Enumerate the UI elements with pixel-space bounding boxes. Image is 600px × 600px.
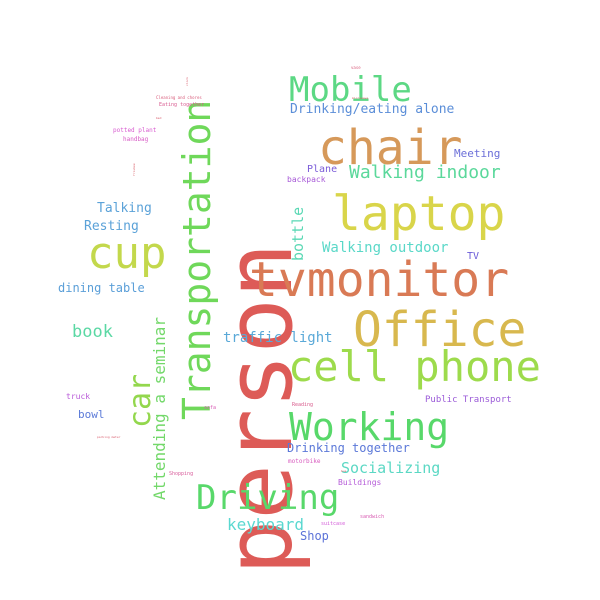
word-backpack: backpack [287, 175, 326, 184]
word-handbag: handbag [123, 136, 149, 143]
word-chair: chair [318, 120, 463, 176]
word-sandwich: sandwich [360, 514, 385, 520]
word-bus: bus [341, 469, 347, 473]
word-traffic-light: traffic light [223, 330, 333, 346]
word-walking-indoor: Walking indoor [349, 162, 501, 183]
word-shop: Shop [300, 529, 329, 543]
word-tv: TV [467, 251, 480, 262]
word-meeting: Meeting [454, 147, 501, 160]
word-clock: clock [185, 76, 189, 86]
word-driving: Driving [196, 478, 340, 518]
word-attending-a-seminar: Attending a seminar [150, 316, 169, 500]
word-eating-together: Eating together [159, 102, 205, 108]
word-laptop: laptop [332, 186, 506, 242]
word-buildings: Buildings [338, 478, 382, 487]
word-shopping: Shopping [169, 471, 194, 477]
word-microwave: microwave [352, 96, 369, 100]
word-bowl: bowl [78, 408, 105, 421]
word-working: Working [289, 405, 450, 449]
word-potted-plant: potted plant [113, 127, 157, 134]
word-dining-table: dining table [58, 281, 145, 295]
word-bottle: bottle [289, 206, 307, 261]
word-cleaning-and-chores: Cleaning and chores [156, 95, 202, 100]
word-talking: Talking [97, 201, 152, 216]
word-parking-meter: parking meter [97, 435, 121, 439]
word-cup: cup [87, 228, 167, 279]
word-frisbee: frisbee [132, 163, 136, 176]
word-vase: vase [351, 65, 361, 70]
word-sofa: sofa [204, 405, 217, 411]
word-keyboard: keyboard [227, 515, 305, 534]
word-truck: truck [66, 392, 91, 401]
word-tvmonitor: tvmonitor [249, 252, 510, 308]
word-book: book [72, 322, 113, 342]
word-transportation: Transportation [175, 99, 219, 420]
word-suitcase: suitcase [321, 521, 346, 527]
word-office: Office [353, 302, 527, 358]
word-drinking-eating-alone: Drinking/eating alone [290, 102, 455, 117]
word-cell-phone: cell phone [288, 342, 541, 391]
word-drinking-together: Drinking together [287, 441, 410, 455]
word-resting: Resting [84, 219, 139, 234]
word-walking-outdoor: Walking outdoor [322, 240, 449, 256]
word-bed: bed [156, 116, 162, 120]
word-reading: Reading [292, 402, 314, 408]
word-plane: Plane [307, 164, 338, 175]
word-public-transport: Public Transport [425, 395, 512, 405]
word-mobile: Mobile [289, 70, 412, 110]
word-motorbike: motorbike [288, 458, 321, 465]
word-socializing: Socializing [341, 459, 441, 477]
